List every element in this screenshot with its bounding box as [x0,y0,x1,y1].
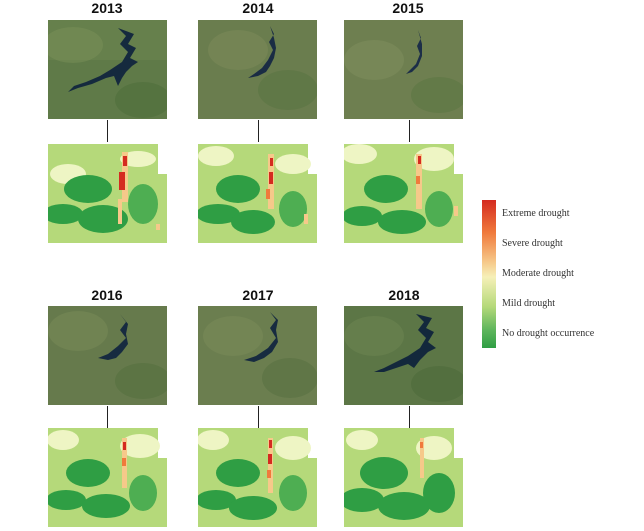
legend-color-bar [482,200,496,348]
connector-line-2017 [258,406,259,428]
drought-map-2013 [48,144,167,243]
drought-map-2014 [198,144,317,243]
year-label-2018: 2018 [388,287,420,303]
year-label-2017: 2017 [242,287,274,303]
satellite-image-2014 [198,20,317,119]
satellite-image-2018 [344,306,463,405]
year-label-2014: 2014 [242,0,274,16]
drought-map-2018 [344,428,463,527]
year-label-2016: 2016 [91,287,123,303]
connector-line-2016 [107,406,108,428]
year-label-2013: 2013 [91,0,123,16]
legend-label-severe: Severe drought [502,238,563,249]
legend-label-mild: Mild drought [502,298,556,309]
legend-label-none: No drought occurrence [502,328,595,339]
satellite-image-2016 [48,306,167,405]
legend-label-moderate: Moderate drought [502,268,574,279]
drought-map-2017 [198,428,317,527]
connector-line-2018 [409,406,410,428]
satellite-image-2013 [48,20,167,119]
satellite-image-2015 [344,20,463,119]
legend-label-extreme: Extreme drought [502,208,570,219]
connector-line-2013 [107,120,108,142]
connector-line-2014 [258,120,259,142]
connector-line-2015 [409,120,410,142]
satellite-image-2017 [198,306,317,405]
year-label-2015: 2015 [392,0,424,16]
drought-map-2016 [48,428,167,527]
drought-map-2015 [344,144,463,243]
